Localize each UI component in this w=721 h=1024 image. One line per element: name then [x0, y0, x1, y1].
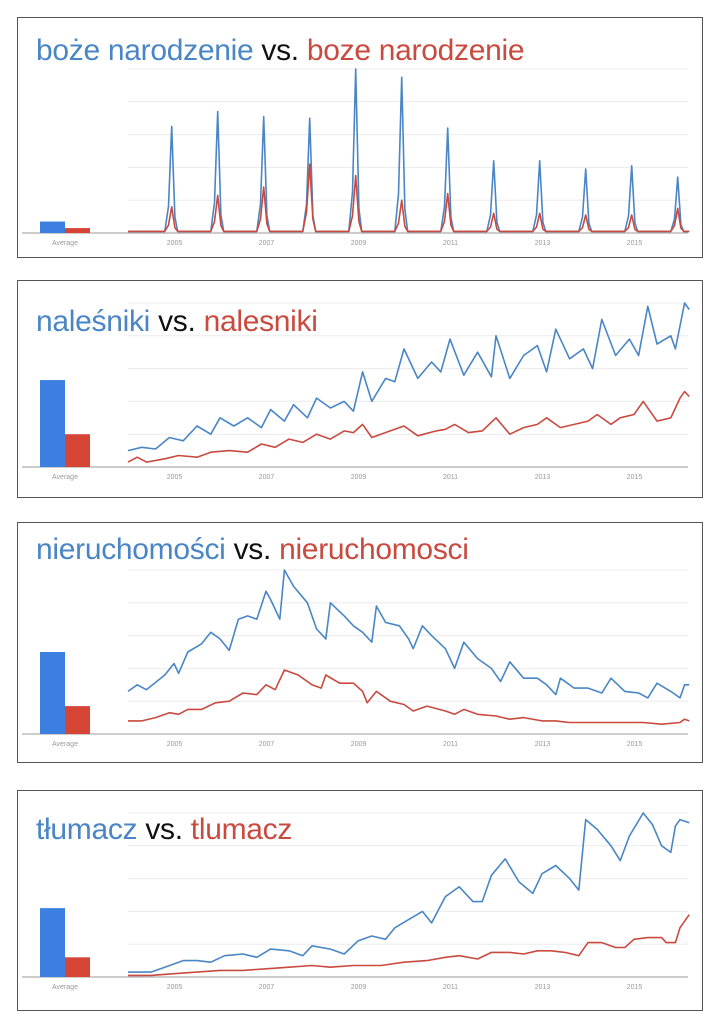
- average-bar-red: [65, 228, 90, 233]
- x-tick-label: 2009: [351, 474, 367, 481]
- average-bar-blue: [40, 908, 65, 977]
- chart-title: naleśniki vs. nalesniki: [36, 305, 318, 339]
- x-tick-label: 2009: [351, 240, 367, 247]
- title-vs: vs.: [261, 34, 299, 67]
- x-tick-label: 2005: [167, 741, 183, 748]
- series-line-red: [128, 163, 690, 233]
- x-tick-label: 2015: [627, 984, 643, 991]
- x-tick-label: 2005: [167, 240, 183, 247]
- title-term-blue: tłumacz: [36, 813, 138, 846]
- x-tick-label: 2011: [443, 474, 458, 481]
- title-vs: vs.: [233, 533, 272, 566]
- x-tick-label: 2013: [535, 474, 551, 481]
- x-tick-label: 2007: [259, 240, 275, 247]
- x-tick-label: 2011: [443, 240, 458, 247]
- x-tick-label: 2007: [259, 984, 275, 991]
- title-term-blue: nieruchomości: [36, 533, 226, 566]
- x-tick-label: 2005: [167, 474, 183, 481]
- title-term-blue: boże narodzenie: [36, 34, 254, 67]
- series-line-blue: [128, 68, 690, 233]
- series-line-red: [128, 669, 690, 725]
- x-tick-label: 2013: [535, 984, 551, 991]
- average-bar-blue: [40, 652, 65, 734]
- chart-panel-4: tłumacz vs. tlumacz: [17, 790, 703, 1011]
- chart-panel-2: naleśniki vs. nalesniki: [17, 280, 703, 498]
- x-tick-label: 2015: [627, 741, 643, 748]
- x-tick-label: 2013: [535, 741, 551, 748]
- series-line-blue: [127, 302, 690, 452]
- x-tick-label: 2007: [259, 474, 275, 481]
- chart-title: nieruchomości vs. nieruchomosci: [36, 533, 469, 567]
- chart-title: tłumacz vs. tlumacz: [36, 813, 292, 847]
- series-line-red: [127, 390, 690, 463]
- average-label: Average: [52, 984, 78, 991]
- title-vs: vs.: [145, 813, 183, 846]
- title-term-red: tlumacz: [190, 813, 293, 846]
- average-bar-red: [65, 957, 90, 977]
- series-line-red: [128, 914, 690, 977]
- average-label: Average: [52, 741, 78, 748]
- title-term-red: boze narodzenie: [306, 34, 525, 67]
- title-term-blue: naleśniki: [36, 305, 151, 338]
- average-label: Average: [52, 240, 78, 247]
- x-tick-label: 2007: [259, 741, 275, 748]
- series-line-blue: [127, 569, 690, 699]
- x-tick-label: 2013: [535, 240, 551, 247]
- x-tick-label: 2015: [627, 240, 643, 247]
- average-label: Average: [52, 474, 78, 481]
- title-term-red: nieruchomosci: [279, 533, 469, 566]
- x-tick-label: 2011: [443, 741, 458, 748]
- average-bar-red: [65, 706, 90, 734]
- title-term-red: nalesniki: [203, 305, 318, 338]
- x-tick-label: 2005: [167, 984, 183, 991]
- x-tick-label: 2015: [627, 474, 643, 481]
- chart-title: boże narodzenie vs. boze narodzenie: [36, 34, 525, 68]
- x-tick-label: 2009: [351, 741, 367, 748]
- average-bar-red: [65, 434, 90, 467]
- title-vs: vs.: [158, 305, 196, 338]
- x-tick-label: 2009: [351, 984, 367, 991]
- x-tick-label: 2011: [443, 984, 458, 991]
- series-line-blue: [128, 812, 690, 973]
- average-bar-blue: [40, 221, 65, 233]
- average-bar-blue: [40, 380, 65, 467]
